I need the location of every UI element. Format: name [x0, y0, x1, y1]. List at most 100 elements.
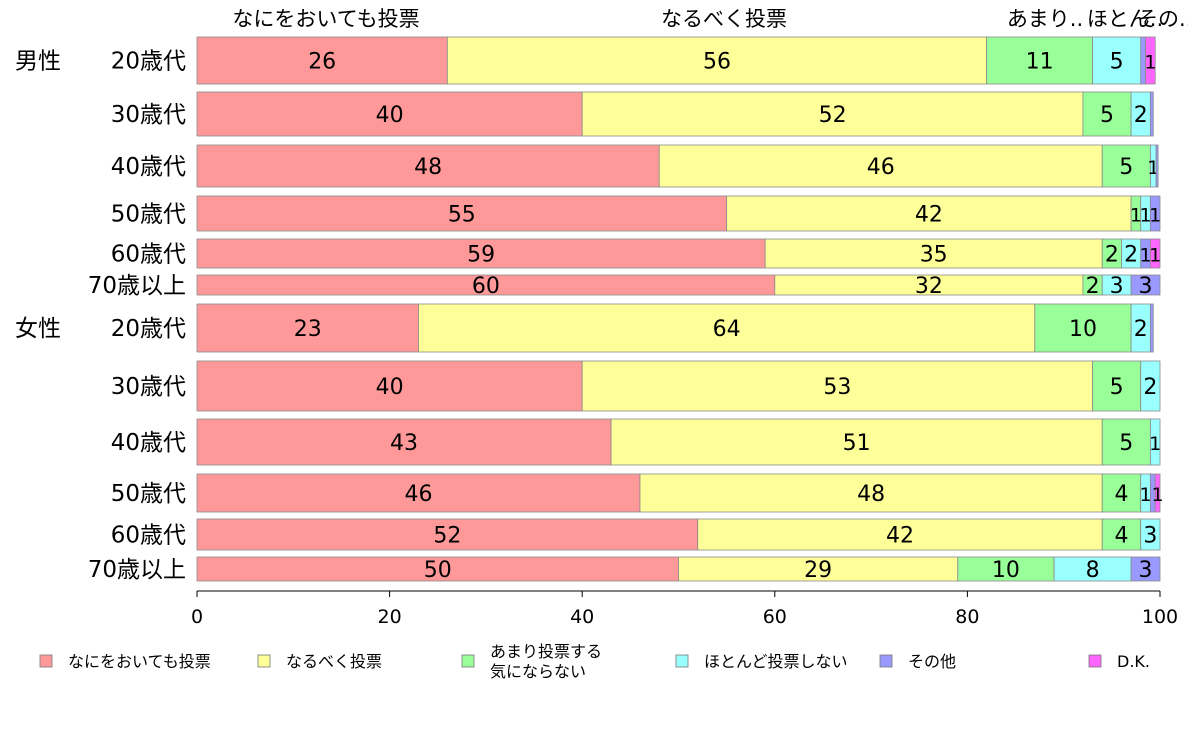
data-label: 5 [1110, 375, 1124, 400]
data-label: 3 [1143, 524, 1157, 549]
data-label: 2 [1086, 274, 1100, 299]
data-label: 1 [1152, 484, 1164, 506]
data-label: 40 [376, 375, 404, 400]
x-tick-label: 60 [763, 606, 787, 628]
data-label: 46 [404, 482, 432, 507]
bar-segment [1034, 303, 1132, 353]
x-tick-label: 40 [570, 606, 594, 628]
data-label: 55 [448, 203, 476, 228]
row-label: 40歳代 [111, 430, 186, 456]
data-label: 1 [1140, 205, 1152, 227]
legend-label: ほとんど投票しない [704, 652, 848, 671]
bar-segment [196, 91, 583, 137]
legend-label-line: あまり投票する [490, 642, 602, 661]
legend-swatch [461, 654, 475, 668]
legend-label: その他 [908, 652, 956, 671]
row-label: 60歳代 [111, 242, 186, 268]
data-label: 52 [433, 524, 461, 549]
bar-segment [1149, 195, 1161, 232]
bar-segment [1101, 518, 1142, 551]
bar-segment [1149, 238, 1161, 269]
bar-segment [1154, 473, 1161, 513]
data-label: 5 [1119, 155, 1133, 180]
data-label: 5 [1110, 50, 1124, 75]
data-label: 32 [915, 274, 943, 299]
row-label: 60歳代 [111, 523, 186, 549]
bar-segment [581, 91, 1084, 137]
legend-label: なるべく投票 [286, 652, 382, 671]
data-label: 42 [886, 524, 914, 549]
data-label: 42 [915, 203, 943, 228]
data-label: 46 [867, 155, 895, 180]
data-label: 3 [1139, 558, 1153, 583]
data-label: 26 [308, 50, 336, 75]
bar-segment [726, 195, 1132, 232]
bar-segment [1145, 36, 1156, 85]
legend-label-line: その他 [908, 652, 956, 671]
data-label: 1 [1149, 433, 1161, 455]
data-label: 1 [1130, 205, 1142, 227]
data-label: 8 [1086, 558, 1100, 583]
data-label: 52 [819, 103, 847, 128]
data-label: 3 [1110, 274, 1124, 299]
row-label: 20歳代 [111, 316, 186, 342]
bar-segment [196, 195, 728, 232]
bar-segment [196, 36, 448, 85]
data-label: 56 [703, 50, 731, 75]
data-label: 5 [1119, 431, 1133, 456]
x-tick-label: 100 [1142, 606, 1178, 628]
data-label: 53 [823, 375, 851, 400]
data-label: 43 [390, 431, 418, 456]
bar-segment [196, 418, 612, 466]
bar-segment [764, 238, 1103, 269]
legend-label: あまり投票する気にならない [490, 642, 602, 681]
data-label: 1 [1144, 52, 1156, 74]
data-label: 1 [1149, 205, 1161, 227]
bar-segment [1082, 91, 1132, 137]
bar-segment [610, 418, 1103, 466]
row-label: 20歳代 [111, 49, 186, 75]
bar-segment [1130, 274, 1161, 296]
bar-segment [196, 556, 679, 582]
top-label: なるべく投票 [661, 7, 787, 31]
data-label: 59 [467, 243, 495, 268]
legend-label: なにをおいても投票 [68, 652, 211, 671]
legend-swatch [257, 654, 271, 668]
bar-segment [1149, 303, 1154, 353]
data-label: 11 [1026, 50, 1054, 75]
data-label: 2 [1134, 317, 1148, 342]
bar-segment [1130, 556, 1161, 582]
bar-segment [1101, 473, 1142, 513]
row-label: 30歳代 [111, 374, 186, 400]
bar-segment [196, 303, 419, 353]
data-label: 2 [1124, 243, 1138, 268]
data-label: 10 [992, 558, 1020, 583]
bar-segment [1101, 144, 1151, 188]
bar-segment [1092, 360, 1142, 412]
x-tick-label: 20 [378, 606, 402, 628]
legend-label-line: 気にならない [490, 662, 586, 681]
legend-swatch [675, 654, 689, 668]
row-label: 50歳代 [111, 481, 186, 507]
data-label: 4 [1114, 482, 1128, 507]
legend-label: D.K. [1117, 652, 1150, 671]
data-label: 51 [843, 431, 871, 456]
bar-segment [658, 144, 1103, 188]
bar-segment [957, 556, 1055, 582]
top-label: ほとん.. [1087, 7, 1163, 31]
row-label: 70歳以上 [88, 273, 186, 299]
bar-segment [1092, 36, 1142, 85]
bar-segment [1101, 418, 1151, 466]
bar-segment [1140, 360, 1161, 412]
bar-segment [196, 473, 641, 513]
top-label: なにをおいても投票 [232, 7, 419, 31]
data-label: 29 [804, 558, 832, 583]
legend-swatch [879, 654, 893, 668]
data-label: 3 [1139, 274, 1153, 299]
row-label: 70歳以上 [88, 557, 186, 583]
data-label: 64 [713, 317, 741, 342]
bar-segment [1149, 418, 1161, 466]
bar-segment [418, 303, 1036, 353]
bar-segment [196, 144, 660, 188]
